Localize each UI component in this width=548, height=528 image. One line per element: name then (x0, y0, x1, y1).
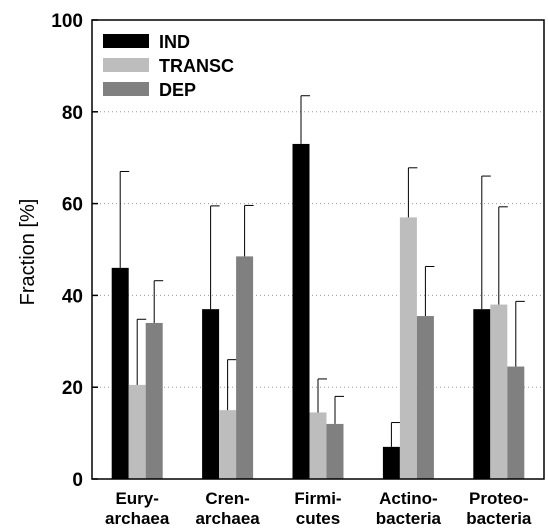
x-tick-label-line: Firmi- (294, 489, 341, 508)
plot-frame (91, 19, 545, 480)
grid-lines (92, 111, 544, 388)
bar-dep (326, 423, 344, 479)
legend: IND TRANSC DEP (103, 32, 234, 100)
x-tick-label-line: Actino- (379, 489, 438, 508)
bar-ind (202, 309, 220, 479)
y-tick-label: 20 (62, 378, 83, 399)
y-axis-label: Fraction [%] (17, 199, 39, 306)
x-tick-label: Actino-bacteria (376, 489, 442, 528)
x-tick-label-line: Cren- (205, 489, 249, 508)
bar-transc (399, 217, 417, 479)
x-tick-label-line: archaea (105, 509, 170, 528)
x-tick-label: Eury-archaea (105, 489, 170, 528)
bar-transc (128, 384, 146, 479)
x-tick-label-line: bacteria (466, 509, 532, 528)
bar-dep (145, 322, 163, 479)
y-tick-label: 80 (62, 103, 83, 124)
x-tick-label: Proteo-bacteria (466, 489, 532, 528)
y-tick-label: 0 (72, 470, 83, 491)
legend-swatch-ind (103, 34, 149, 48)
bar-transc (490, 304, 508, 479)
bar-ind (111, 267, 129, 479)
legend-label-dep: DEP (159, 80, 196, 100)
bar-ind (473, 309, 491, 479)
bar-ind (292, 143, 310, 479)
legend-label-ind: IND (159, 32, 190, 52)
legend-swatch-transc (103, 58, 149, 72)
x-tick-label: Firmi-cutes (294, 489, 341, 528)
bar-dep (416, 316, 434, 479)
y-tick-label: 60 (62, 195, 83, 216)
bar-transc (309, 412, 327, 479)
x-tick-label: Cren-archaea (195, 489, 260, 528)
axes: Eury-archaeaCren-archaeaFirmi-cutesActin… (51, 11, 545, 528)
y-tick-label: 100 (51, 11, 83, 32)
legend-label-transc: TRANSC (159, 56, 234, 76)
bar-ind (382, 446, 400, 479)
x-tick-label-line: bacteria (376, 509, 442, 528)
bar-dep (507, 366, 525, 479)
x-tick-label-line: Eury- (115, 489, 158, 508)
bar-transc (219, 410, 237, 479)
x-tick-label-line: cutes (296, 509, 340, 528)
x-tick-label-line: Proteo- (469, 489, 529, 508)
y-tick-label: 40 (62, 286, 83, 307)
bars (111, 95, 525, 479)
bar-dep (236, 256, 254, 479)
x-tick-label-line: archaea (195, 509, 260, 528)
legend-swatch-dep (103, 82, 149, 96)
